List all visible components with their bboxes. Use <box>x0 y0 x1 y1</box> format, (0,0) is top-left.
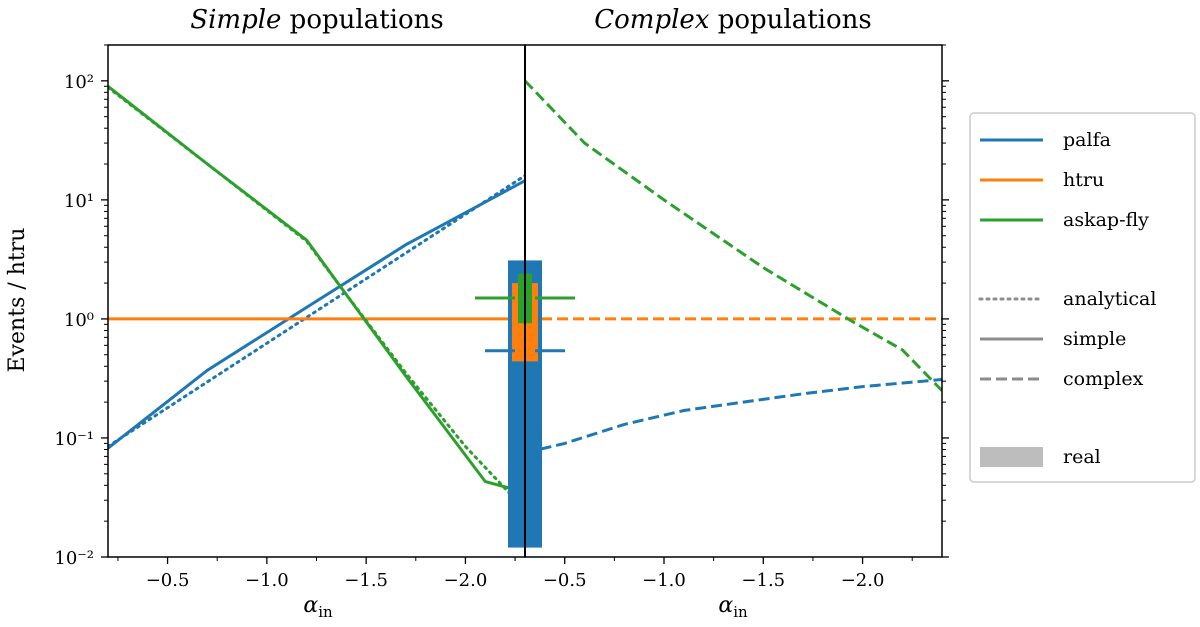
legend-label-htru: htru <box>1063 169 1104 191</box>
palfa-simple-line <box>108 179 525 450</box>
legend-swatch-real <box>980 447 1043 467</box>
x-tick-label: −2.0 <box>841 570 885 591</box>
x-axis-label-complex: αin <box>718 593 748 621</box>
y-tick-label: 10² <box>64 72 94 93</box>
series-simple <box>108 85 525 512</box>
legend-label-palfa: palfa <box>1063 129 1111 151</box>
y-axis-label: Events / htru <box>5 228 30 373</box>
series-complex <box>525 79 942 455</box>
panel-title-simple: Simple populations <box>190 5 443 35</box>
x-axis-label-simple: αin <box>303 593 333 621</box>
legend-frame <box>969 112 1196 483</box>
x-tick-label: −0.5 <box>146 570 190 591</box>
legend-label-simple: simple <box>1063 328 1126 350</box>
x-tick-label: −0.5 <box>543 570 587 591</box>
palfa-complex-line <box>525 378 942 455</box>
x-tick-label: −1.5 <box>344 570 388 591</box>
x-tick-label: −1.0 <box>245 570 289 591</box>
y-tick-label: 10⁻² <box>54 548 94 569</box>
y-tick-label: 10¹ <box>64 191 94 212</box>
askap-fly-complex-line <box>525 79 942 392</box>
askap-fly-analytical-line <box>108 85 525 512</box>
x-tick-label: −1.5 <box>741 570 785 591</box>
y-tick-label: 10⁰ <box>64 310 94 331</box>
x-tick-label: −2.0 <box>444 570 488 591</box>
x-axis-complex: −0.5 −1.0 −1.5 −2.0 <box>514 557 913 591</box>
y-axis: 10⁻² 10⁻¹ 10⁰ 10¹ 10² <box>54 44 949 569</box>
axes-frame-complex <box>524 44 943 558</box>
legend-label-analytical: analytical <box>1063 288 1156 310</box>
panel-title-complex: Complex populations <box>594 5 872 35</box>
y-tick-label: 10⁻¹ <box>54 429 94 450</box>
legend: palfa htru askap-fly analytical simple c… <box>969 112 1196 483</box>
legend-label-askap-fly: askap-fly <box>1063 209 1149 231</box>
askap-fly-simple-line <box>108 85 525 494</box>
palfa-analytical-line <box>108 174 525 448</box>
legend-label-real: real <box>1063 446 1101 468</box>
x-axis-simple: −0.5 −1.0 −1.5 −2.0 <box>117 557 516 591</box>
x-tick-label: −1.0 <box>642 570 686 591</box>
legend-label-complex: complex <box>1063 368 1144 390</box>
